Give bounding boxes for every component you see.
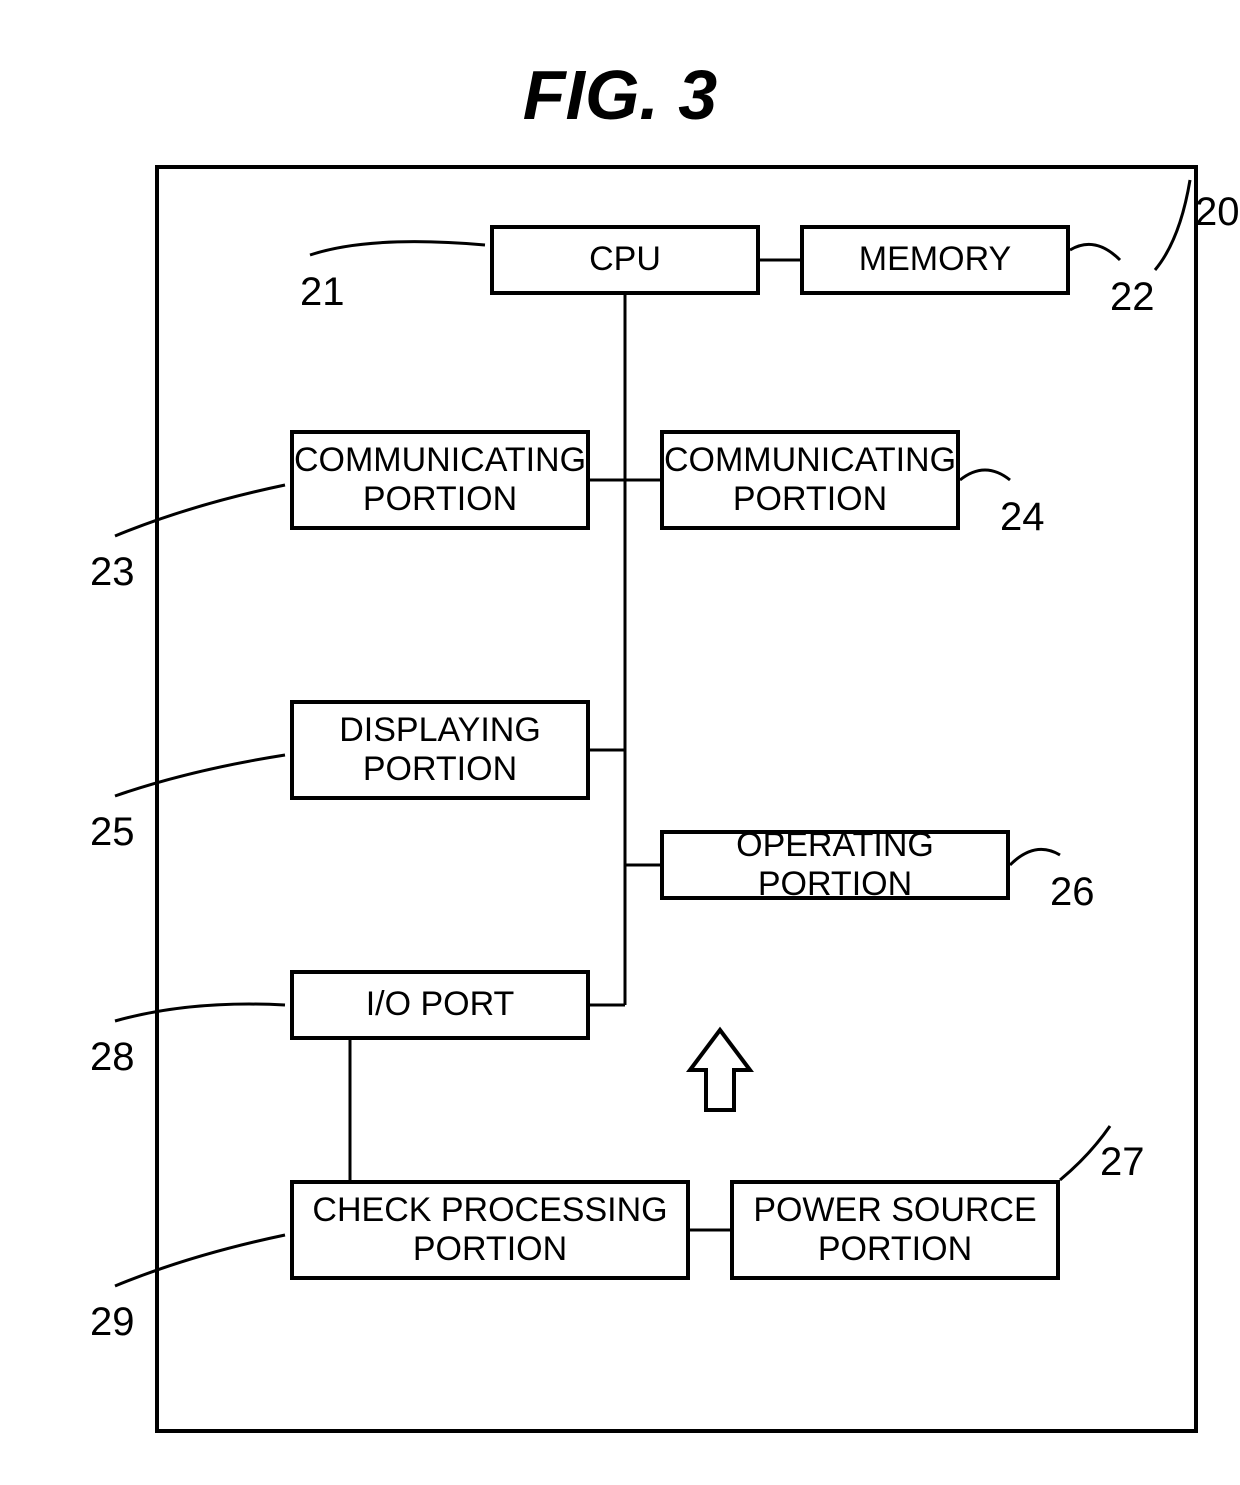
ref-check: 29	[90, 1300, 135, 1345]
block-ioport: I/O PORT	[290, 970, 590, 1040]
ref-power: 27	[1100, 1140, 1145, 1185]
ref-cpu: 21	[300, 270, 345, 315]
block-memory: MEMORY	[800, 225, 1070, 295]
ref-comm23: 23	[90, 550, 135, 595]
block-power: POWER SOURCE PORTION	[730, 1180, 1060, 1280]
figure-title: FIG. 3	[470, 55, 770, 135]
figure-page: FIG. 3 CPU MEMORY COMMUNICATING PORTION …	[0, 0, 1240, 1485]
block-comm23: COMMUNICATING PORTION	[290, 430, 590, 530]
ref-disp: 25	[90, 810, 135, 855]
ref-oper: 26	[1050, 870, 1095, 915]
ref-memory: 22	[1110, 275, 1155, 320]
ref-outer: 20	[1195, 190, 1240, 235]
block-cpu: CPU	[490, 225, 760, 295]
block-check: CHECK PROCESSING PORTION	[290, 1180, 690, 1280]
block-comm24: COMMUNICATING PORTION	[660, 430, 960, 530]
ref-comm24: 24	[1000, 495, 1045, 540]
block-disp: DISPLAYING PORTION	[290, 700, 590, 800]
ref-ioport: 28	[90, 1035, 135, 1080]
block-oper: OPERATING PORTION	[660, 830, 1010, 900]
